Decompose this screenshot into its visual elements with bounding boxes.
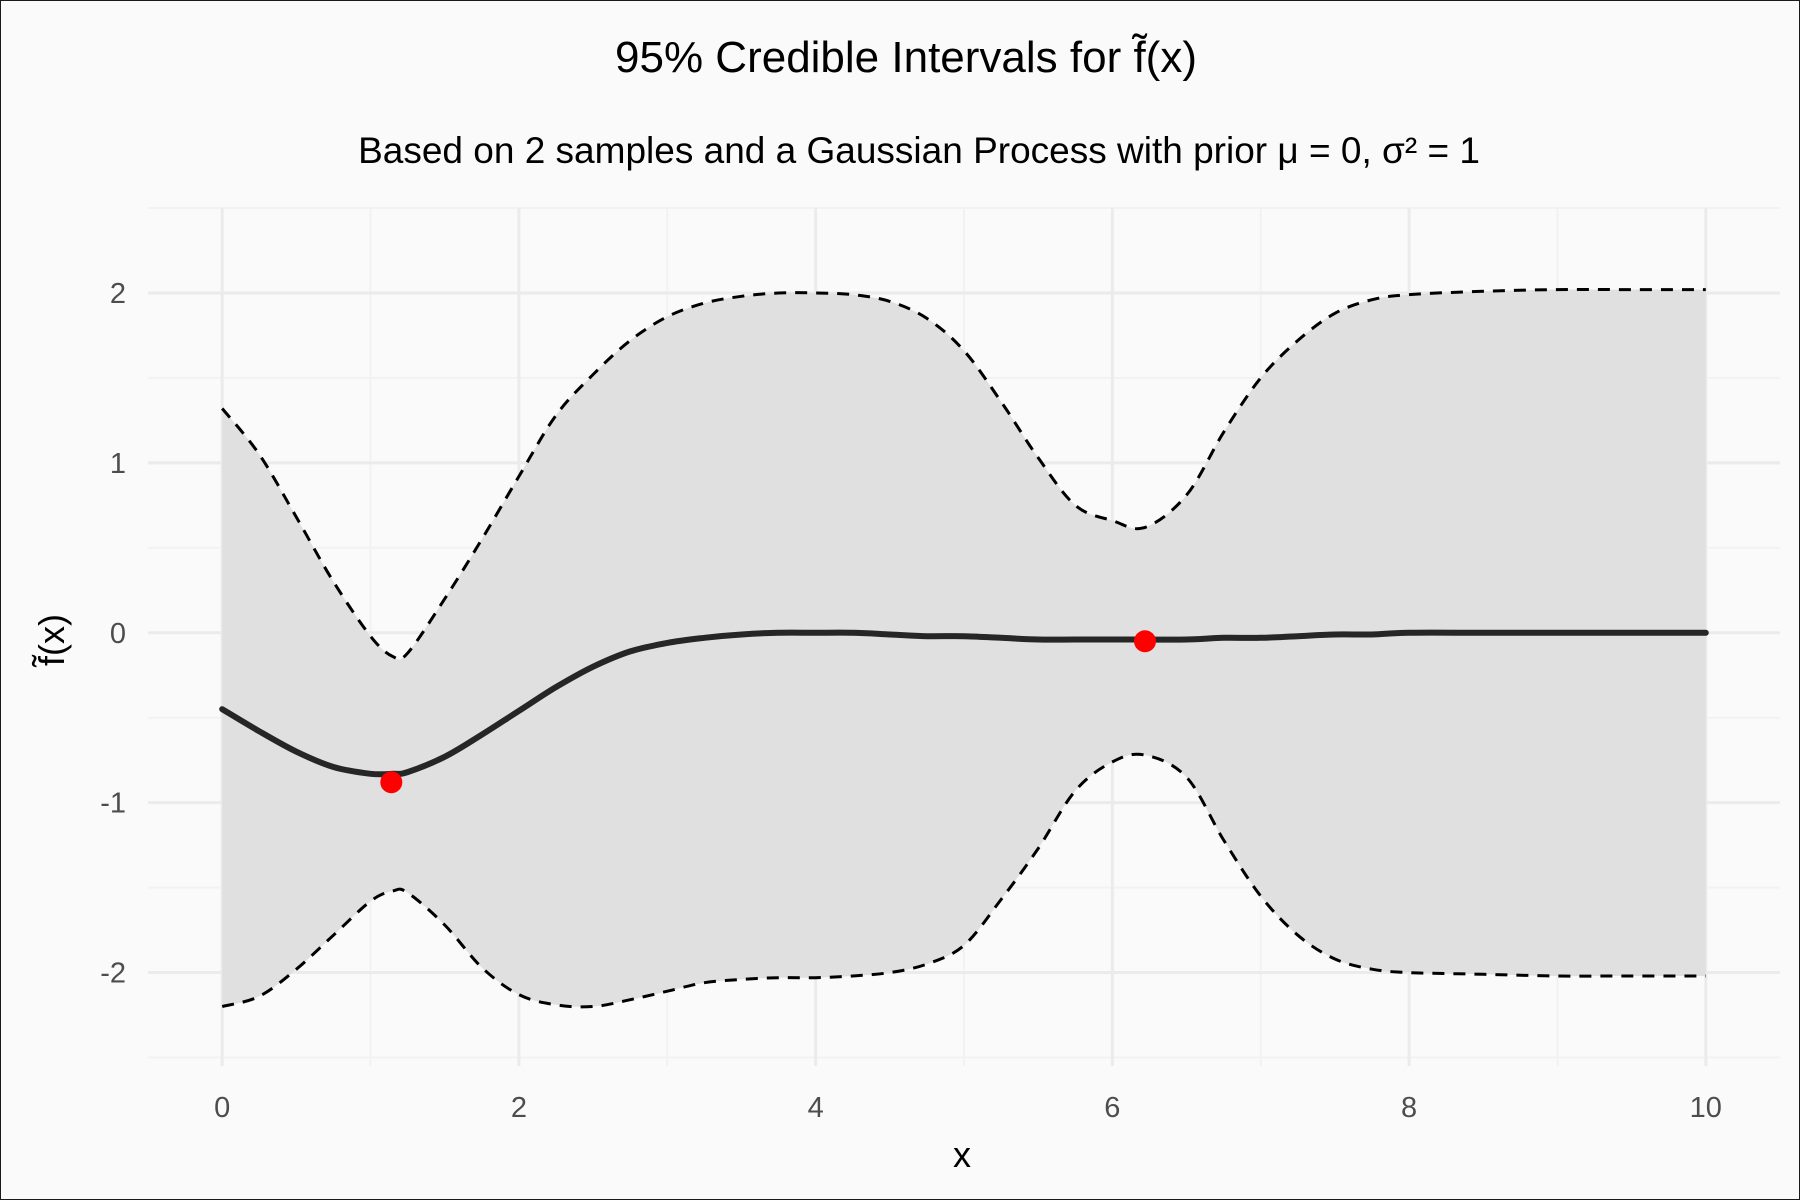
upper-bound-line [221,287,1706,661]
sample-points [380,630,1157,794]
x-tick-labels: 0 2 4 6 8 10 [214,1092,1722,1124]
sample-point [1134,630,1157,653]
chart-subtitle: Based on 2 samples and a Gaussian Proces… [358,130,1480,171]
y-tick-label: 2 [110,278,126,310]
y-tick-label: 1 [110,448,126,480]
y-tick-label: 0 [110,618,126,650]
lower-bound-line [221,752,1706,1009]
x-tick-label: 0 [214,1092,230,1124]
x-tick-label: 8 [1401,1092,1417,1124]
x-tick-label: 2 [511,1092,527,1124]
x-tick-label: 4 [808,1092,824,1124]
y-tick-labels: -2 -1 0 1 2 [100,278,126,990]
x-tick-label: 6 [1104,1092,1120,1124]
x-axis-title: x [953,1134,971,1175]
x-tick-label: 10 [1690,1092,1722,1124]
posterior-mean-line [219,629,1709,778]
y-tick-label: -2 [100,958,126,990]
sample-point [380,771,403,794]
y-tick-label: -1 [100,788,126,820]
credible-band [222,289,1706,1007]
chart-title: 95% Credible Intervals for f̃(x) [615,33,1197,82]
y-axis-title: f̃(x) [31,614,72,668]
